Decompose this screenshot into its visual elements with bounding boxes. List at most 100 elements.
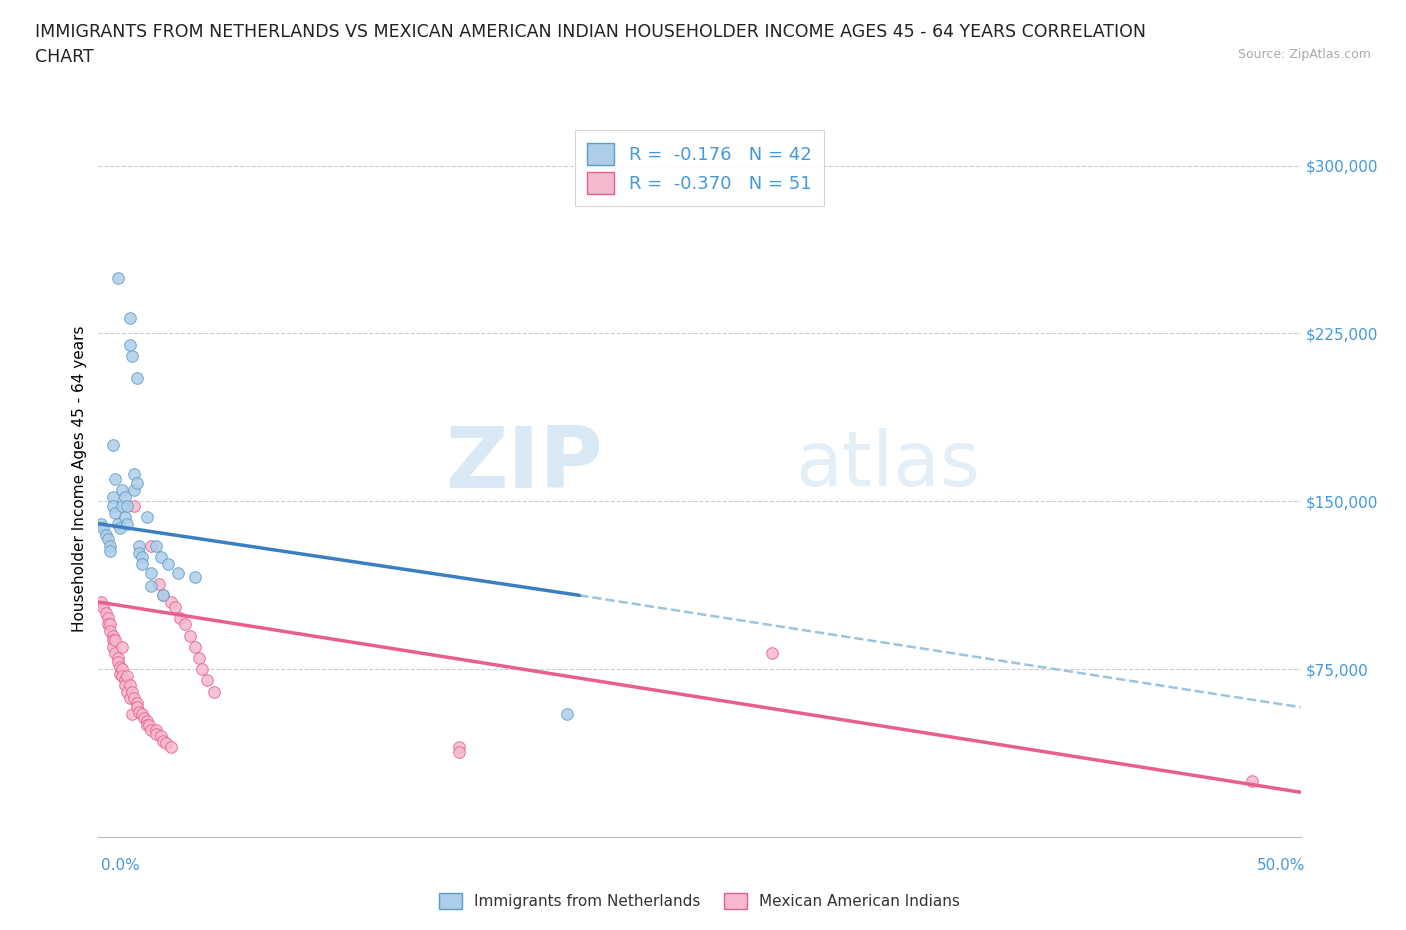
Point	[111, 669, 134, 684]
Text: Source: ZipAtlas.com: Source: ZipAtlas.com	[1237, 48, 1371, 61]
Point	[121, 349, 143, 364]
Point	[117, 669, 139, 684]
Text: atlas: atlas	[796, 428, 980, 501]
Point	[90, 594, 112, 609]
Point	[128, 545, 150, 560]
Point	[124, 467, 146, 482]
Point	[111, 662, 134, 677]
Point	[121, 684, 143, 699]
Point	[107, 655, 129, 670]
Point	[555, 707, 578, 722]
Point	[152, 734, 174, 749]
Point	[101, 438, 124, 453]
Point	[117, 684, 139, 699]
Point	[114, 489, 136, 504]
Point	[165, 599, 187, 614]
Point	[141, 565, 163, 580]
Point	[101, 639, 124, 654]
Point	[135, 510, 157, 525]
Point	[101, 628, 124, 643]
Point	[91, 599, 114, 614]
Point	[100, 624, 122, 639]
Point	[155, 736, 177, 751]
Point	[114, 510, 136, 525]
Point	[114, 677, 136, 692]
Point	[124, 691, 146, 706]
Point	[101, 632, 124, 647]
Text: 0.0%: 0.0%	[101, 857, 141, 872]
Point	[104, 646, 127, 661]
Point	[118, 677, 141, 692]
Point	[118, 691, 141, 706]
Text: CHART: CHART	[35, 48, 94, 66]
Point	[117, 516, 139, 531]
Point	[145, 726, 167, 741]
Point	[97, 532, 120, 547]
Point	[145, 722, 167, 737]
Point	[141, 722, 163, 737]
Point	[145, 538, 167, 553]
Point	[118, 338, 141, 352]
Point	[183, 639, 205, 654]
Point	[195, 673, 218, 688]
Point	[101, 498, 124, 513]
Point	[91, 521, 114, 536]
Point	[94, 527, 117, 542]
Point	[174, 617, 197, 631]
Point	[131, 556, 153, 571]
Point	[169, 610, 191, 625]
Point	[101, 489, 124, 504]
Point	[104, 505, 127, 520]
Point	[138, 718, 160, 733]
Point	[202, 684, 225, 699]
Point	[111, 483, 134, 498]
Point	[447, 740, 470, 755]
Point	[100, 538, 122, 553]
Point	[166, 565, 188, 580]
Point	[141, 538, 163, 553]
Point	[104, 632, 127, 647]
Point	[149, 550, 172, 565]
Point	[135, 718, 157, 733]
Point	[191, 662, 214, 677]
Point	[447, 745, 470, 760]
Point	[159, 740, 181, 755]
Point	[141, 578, 163, 593]
Text: 50.0%: 50.0%	[1257, 857, 1305, 872]
Point	[135, 713, 157, 728]
Point	[121, 707, 143, 722]
Point	[94, 605, 117, 620]
Point	[104, 472, 127, 486]
Point	[97, 610, 120, 625]
Point	[111, 639, 134, 654]
Point	[1241, 774, 1264, 789]
Point	[152, 588, 174, 603]
Legend: Immigrants from Netherlands, Mexican American Indians: Immigrants from Netherlands, Mexican Ame…	[433, 887, 966, 915]
Point	[108, 521, 131, 536]
Point	[107, 516, 129, 531]
Point	[124, 498, 146, 513]
Y-axis label: Householder Income Ages 45 - 64 years: Householder Income Ages 45 - 64 years	[72, 326, 87, 632]
Point	[183, 570, 205, 585]
Point	[132, 711, 155, 725]
Point	[125, 696, 148, 711]
Point	[179, 628, 201, 643]
Point	[148, 577, 170, 591]
Point	[159, 594, 181, 609]
Point	[152, 588, 174, 603]
Point	[114, 673, 136, 688]
Point	[128, 704, 150, 719]
Point	[97, 617, 120, 631]
Point	[111, 498, 134, 513]
Point	[100, 617, 122, 631]
Point	[149, 729, 172, 744]
Point	[117, 498, 139, 513]
Point	[124, 483, 146, 498]
Point	[107, 270, 129, 285]
Point	[108, 666, 131, 681]
Point	[761, 646, 783, 661]
Point	[108, 659, 131, 674]
Point	[125, 699, 148, 714]
Text: ZIP: ZIP	[446, 423, 603, 506]
Point	[125, 371, 148, 386]
